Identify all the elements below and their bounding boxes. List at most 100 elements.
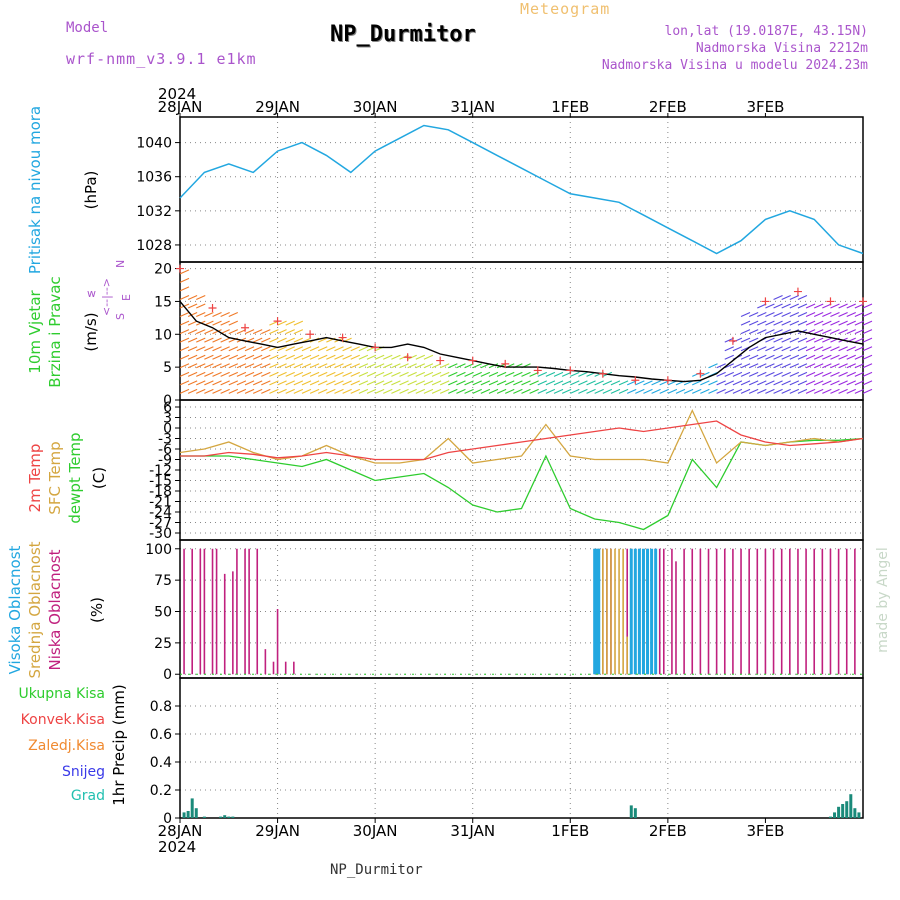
wind-barb [301,354,312,360]
wind-barb [521,388,531,394]
wind-barb [797,294,808,300]
wind-barb [813,303,824,309]
temp-axis-title-1: 2m Temp [26,444,44,513]
wind-barb [236,354,247,360]
wind-barb [805,320,816,326]
y-tick-label: -27 [149,516,172,532]
wind-barb [366,380,377,386]
wind-gust-mark [859,297,867,306]
wind-barb [838,303,848,309]
wind-barb [334,363,344,369]
wind-barb [448,388,458,394]
wind-barb [773,337,783,343]
wind-barb [179,354,190,360]
wind-barb [854,380,865,386]
wind-barb [212,371,222,377]
wind-barb [610,388,621,394]
wind-barb [309,388,320,394]
wind-barb [716,388,726,394]
wind-barb [781,312,791,318]
wind-barb [277,363,287,369]
wind-barb [748,354,759,360]
wind-barb [716,371,726,377]
precip-legend-4: Snijeg [62,764,105,780]
wind-barb [797,363,808,369]
wind-barb [285,380,295,386]
wind-barb [789,337,800,343]
temp-2m-line [180,420,864,461]
x-tick-label: 1FEB [551,822,589,840]
wind-gust-mark [176,264,184,273]
wind-barb [651,388,661,394]
wind-barb [748,363,759,369]
wind-barb [318,371,328,377]
wind-barb [204,337,214,343]
x-tick-label: 2FEB [649,822,687,840]
precip-bar [223,815,227,818]
wind-barb [383,380,393,386]
wind-barb [456,371,466,377]
wind-barb [830,346,840,352]
wind-barb [757,303,767,309]
wind-barb [765,380,775,386]
compass-arrows: <--|--> [100,278,113,316]
location-elevation: Nadmorska Visina 2212m [695,41,868,56]
precip-bar [629,805,633,818]
wind-barb [813,371,824,377]
wind-barb [789,363,800,369]
wind-barb [805,303,816,309]
wind-barb [187,303,198,309]
x-tick-label: 29JAN [255,98,300,116]
wind-barb [252,346,263,352]
wind-barb [578,371,588,377]
x-tick-label: 2FEB [649,98,687,116]
wind-barb [765,388,775,394]
wind-barb [757,312,767,318]
wind-barb [187,320,198,326]
wind-barb [309,371,320,377]
wind-barb [301,363,312,369]
wind-barb [692,388,702,394]
wind-barb [797,312,808,318]
wind-barb [626,388,637,394]
wind-barb [228,380,239,386]
wind-barb [496,388,507,394]
wind-barb [740,380,751,386]
wind-barb [293,380,304,386]
wind-barb [570,380,580,386]
wind-barb [293,337,304,343]
wind-barb [228,312,239,318]
temp-axis-title-2: SFC Temp [46,441,64,514]
wind-barb [456,380,466,386]
wind-barb [830,312,840,318]
wind-barb [797,380,808,386]
wind-barb [179,371,190,377]
wind-barb [781,354,791,360]
wind-barb [602,388,613,394]
wind-barb [293,363,304,369]
wind-barb [561,371,572,377]
wind-barb [269,320,279,326]
wind-barb [765,312,775,318]
wind-barb [196,388,206,394]
precip-bar [202,816,206,818]
model-label: Model [66,20,109,36]
wind-barb [578,380,588,386]
y-tick-label: 20 [154,262,172,278]
wind-barb [537,388,547,394]
x-tick-label: 3FEB [746,822,784,840]
wind-barb [789,303,800,309]
wind-barb [781,294,791,300]
wind-barb [781,329,791,335]
wind-barb [854,371,865,377]
wind-barb [407,354,417,360]
y-tick-label: 1040 [136,136,172,152]
wind-barb [431,388,442,394]
x-tick-label: 31JAN [450,822,495,840]
precip-bar [845,801,849,818]
wind-barb [838,346,848,352]
wind-barb [692,380,702,386]
y-tick-label: 0 [163,421,172,437]
wind-barb [830,380,840,386]
wind-barb [423,388,434,394]
